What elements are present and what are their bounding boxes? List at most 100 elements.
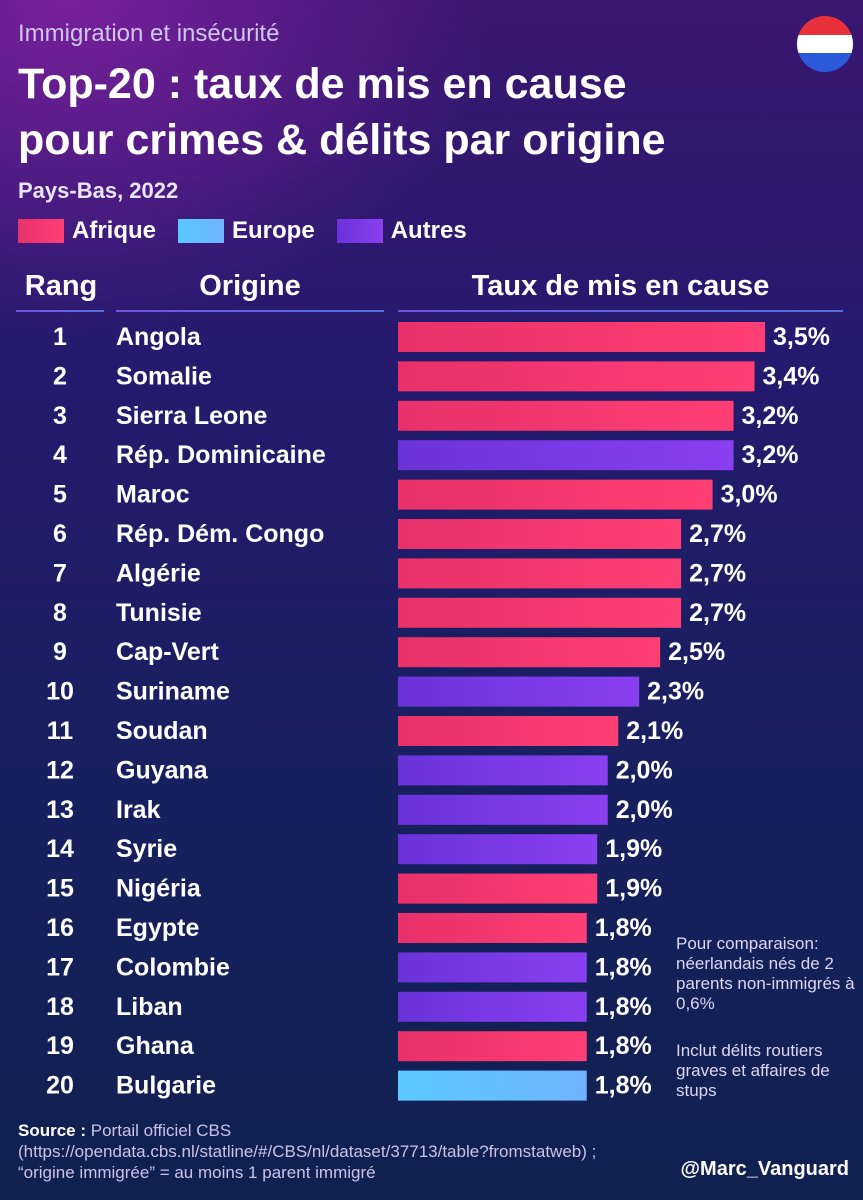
bar bbox=[398, 913, 587, 943]
bar bbox=[398, 440, 734, 471]
value-label: 1,8% bbox=[595, 1032, 652, 1060]
value-label: 2,3% bbox=[647, 678, 704, 706]
bar bbox=[398, 716, 619, 746]
source-text: Portail officiel CBS (https://opendata.c… bbox=[18, 1121, 597, 1182]
rank-label: 4 bbox=[53, 441, 67, 469]
value-label: 2,7% bbox=[689, 559, 746, 587]
origin-label: Tunisie bbox=[116, 599, 202, 627]
value-label: 2,0% bbox=[616, 756, 673, 784]
flag-stripe-red bbox=[797, 16, 853, 35]
chart-subtitle: Pays-Bas, 2022 bbox=[18, 178, 179, 203]
origin-label: Guyana bbox=[116, 756, 209, 784]
rank-label: 6 bbox=[53, 520, 67, 548]
rank-label: 16 bbox=[46, 914, 74, 942]
rank-label: 7 bbox=[53, 559, 67, 587]
author-handle: @Marc_Vanguard bbox=[680, 1158, 849, 1180]
legend-label-europe: Europe bbox=[232, 217, 315, 244]
rank-label: 1 bbox=[53, 323, 67, 351]
legend-label-afrique: Afrique bbox=[72, 217, 156, 244]
bar bbox=[398, 637, 661, 668]
origin-label: Sierra Leone bbox=[116, 402, 268, 430]
bar bbox=[398, 361, 755, 392]
value-label: 3,4% bbox=[763, 362, 820, 390]
value-label: 3,2% bbox=[742, 402, 799, 430]
value-label: 1,8% bbox=[595, 914, 652, 942]
rank-label: 14 bbox=[46, 835, 74, 863]
header-underline-origin bbox=[116, 310, 384, 312]
rank-label: 12 bbox=[46, 756, 74, 784]
bar bbox=[398, 519, 682, 549]
bar bbox=[398, 676, 640, 707]
rank-label: 10 bbox=[46, 678, 74, 706]
value-label: 3,2% bbox=[742, 441, 799, 469]
rank-label: 11 bbox=[47, 717, 74, 745]
bar bbox=[398, 322, 765, 352]
legend-swatch-afrique bbox=[18, 219, 64, 243]
origin-label: Somalie bbox=[116, 362, 212, 390]
bar bbox=[398, 991, 587, 1022]
origin-label: Algérie bbox=[116, 559, 201, 587]
bar bbox=[398, 834, 598, 865]
origin-label: Angola bbox=[116, 323, 202, 351]
rank-label: 19 bbox=[46, 1032, 74, 1060]
bar-chart: 1 Angola 3,5% 2 Somalie 3,4% 3 Sierra Leone 3,2%… bbox=[46, 322, 820, 1101]
bar bbox=[398, 1031, 587, 1062]
value-label: 2,7% bbox=[689, 520, 746, 548]
origin-label: Syrie bbox=[116, 835, 177, 863]
legend-item-afrique: Afrique bbox=[18, 217, 156, 245]
kicker-text: Immigration et insécurité bbox=[18, 20, 280, 47]
legend-swatch-europe bbox=[178, 219, 224, 243]
origin-label: Liban bbox=[116, 993, 183, 1021]
netherlands-flag-icon bbox=[797, 16, 853, 72]
rank-label: 18 bbox=[46, 993, 74, 1021]
header-underline-rate bbox=[398, 310, 843, 312]
bar bbox=[398, 1070, 587, 1101]
value-label: 1,8% bbox=[595, 993, 652, 1021]
origin-label: Bulgarie bbox=[116, 1072, 216, 1100]
value-label: 1,8% bbox=[595, 953, 652, 981]
title-line-2: pour crimes & délits par origine bbox=[18, 116, 666, 164]
legend-item-autres: Autres bbox=[336, 217, 467, 245]
value-label: 3,0% bbox=[721, 481, 778, 509]
origin-label: Cap-Vert bbox=[116, 638, 219, 666]
value-label: 2,7% bbox=[689, 599, 746, 627]
rank-label: 8 bbox=[53, 599, 67, 627]
value-label: 1,9% bbox=[605, 875, 662, 903]
column-header-rate: Taux de mis en cause bbox=[471, 270, 770, 302]
value-label: 1,8% bbox=[595, 1072, 652, 1100]
origin-label: Colombie bbox=[116, 953, 230, 981]
value-label: 2,5% bbox=[668, 638, 725, 666]
origin-label: Ghana bbox=[116, 1032, 195, 1060]
origin-label: Soudan bbox=[116, 717, 208, 745]
chart-title: Top-20 : taux de mis en cause pour crime… bbox=[18, 56, 666, 168]
bar bbox=[398, 952, 587, 983]
rank-label: 20 bbox=[46, 1072, 74, 1100]
rank-label: 3 bbox=[53, 402, 67, 430]
origin-label: Maroc bbox=[116, 481, 190, 509]
header-underline-rank bbox=[16, 310, 104, 312]
bar bbox=[398, 873, 598, 904]
bar bbox=[398, 479, 713, 510]
origin-label: Suriname bbox=[116, 678, 230, 706]
rank-label: 2 bbox=[53, 362, 67, 390]
value-label: 1,9% bbox=[605, 835, 662, 863]
bar bbox=[398, 755, 608, 786]
scope-note: Inclut délits routiers graves et affaire… bbox=[676, 1041, 830, 1100]
legend-label-autres: Autres bbox=[390, 217, 467, 244]
comparison-note: Pour comparaison: néerlandais nés de 2 p… bbox=[676, 934, 855, 1013]
rank-label: 17 bbox=[46, 953, 74, 981]
origin-label: Nigéria bbox=[116, 875, 202, 903]
value-label: 2,1% bbox=[626, 717, 683, 745]
rank-label: 9 bbox=[53, 638, 67, 666]
legend: Afrique Europe Autres bbox=[18, 216, 489, 246]
bar bbox=[398, 558, 682, 589]
origin-label: Rép. Dominicaine bbox=[116, 441, 326, 469]
column-header-origin: Origine bbox=[199, 270, 301, 302]
rank-label: 13 bbox=[46, 796, 74, 824]
source-label: Source : bbox=[18, 1121, 87, 1140]
legend-item-europe: Europe bbox=[178, 217, 315, 245]
rank-label: 15 bbox=[46, 875, 74, 903]
flag-stripe-white bbox=[797, 34, 853, 54]
title-line-1: Top-20 : taux de mis en cause bbox=[18, 60, 627, 108]
value-label: 2,0% bbox=[616, 796, 673, 824]
